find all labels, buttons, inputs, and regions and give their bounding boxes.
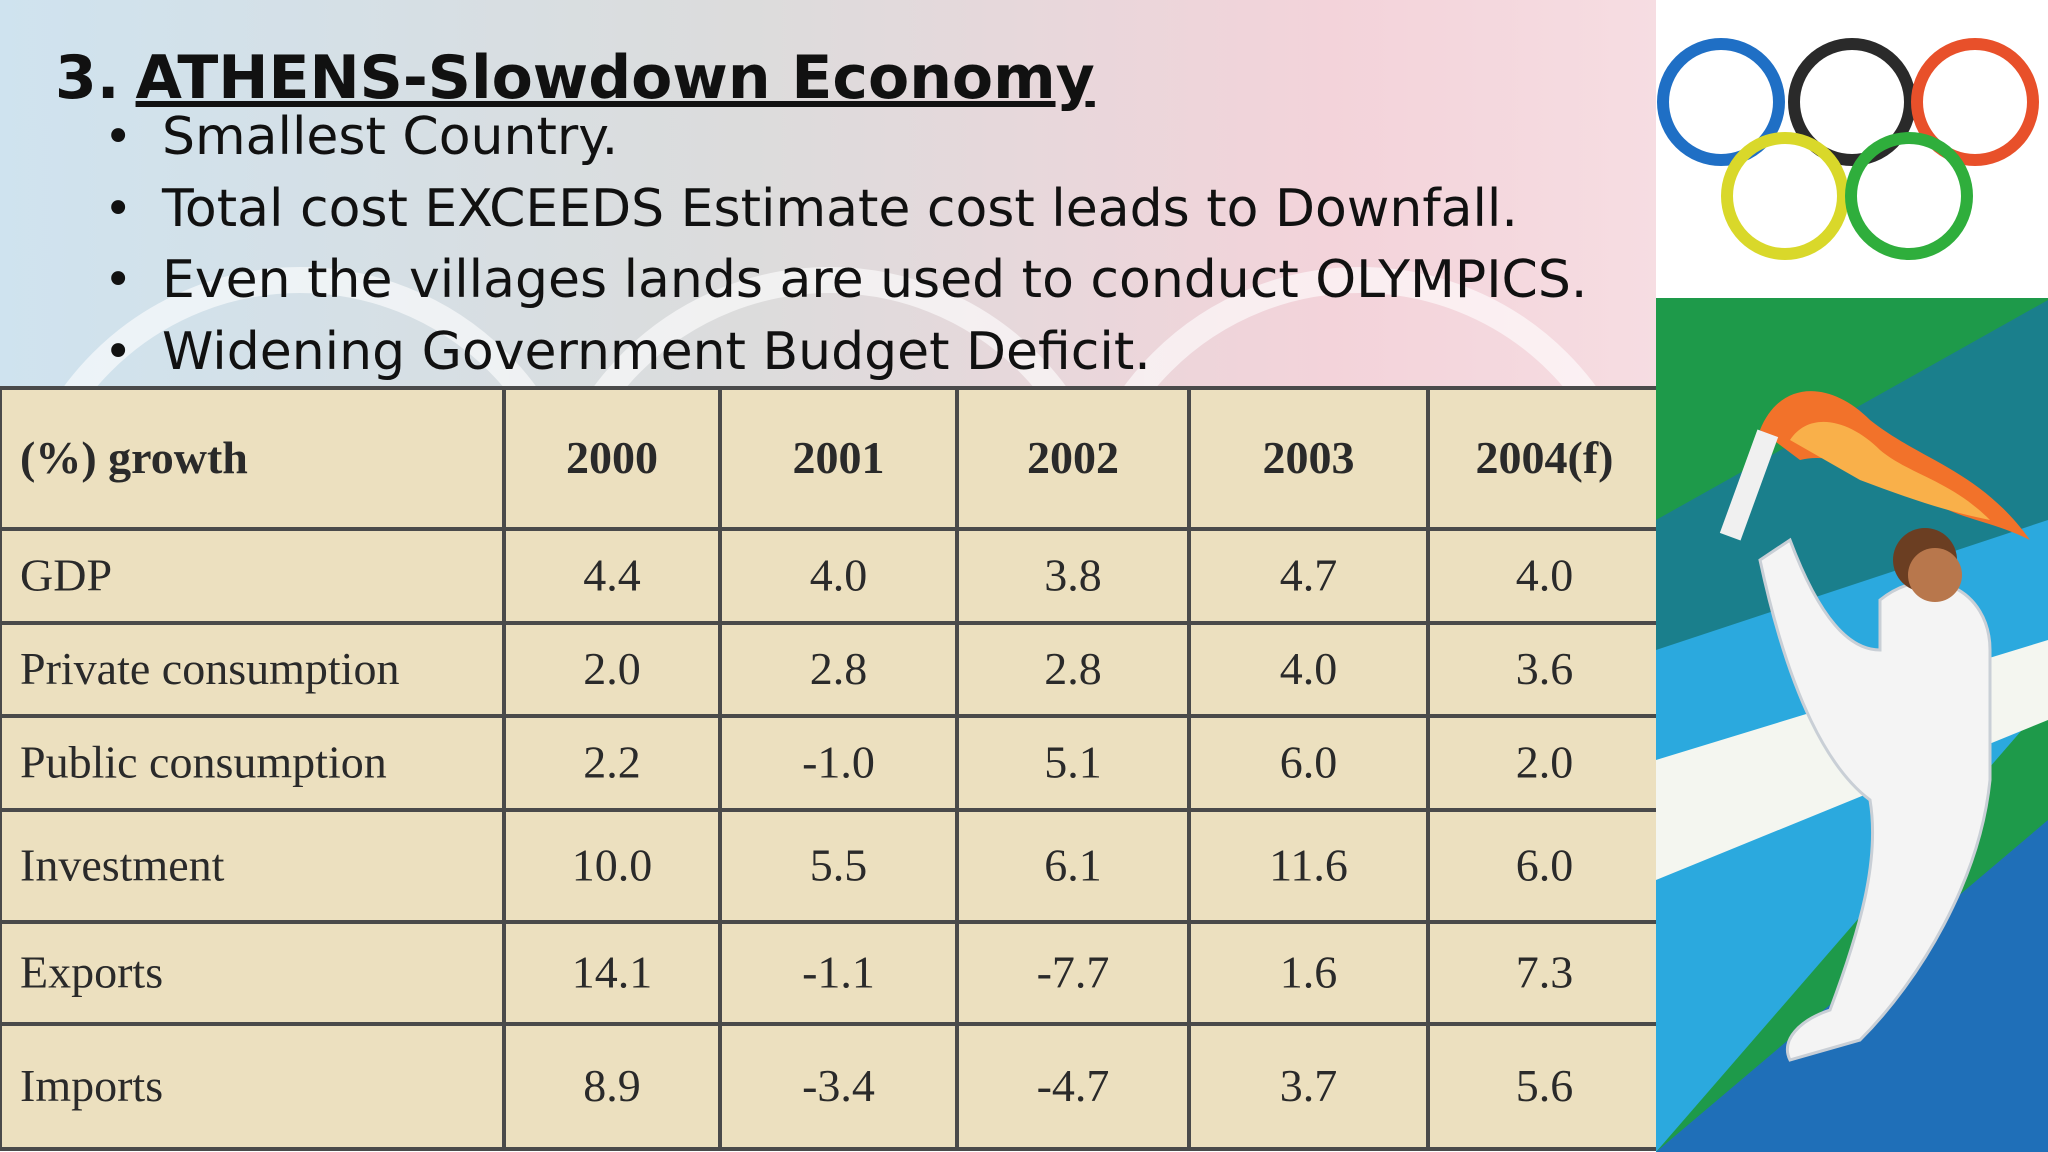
table-cell: 2.8 <box>810 643 868 694</box>
table-cell: 4.0 <box>1516 550 1574 601</box>
table-cell: -4.7 <box>1037 1060 1110 1111</box>
bullet-text: Total cost EXCEEDS Estimate cost leads t… <box>161 179 1518 239</box>
bullet-list: • Smallest Country. • Total cost EXCEEDS Es… <box>104 107 1587 382</box>
table-cell: 2.0 <box>1516 737 1574 788</box>
slide-title-text: ATHENS-Slowdown Economy <box>136 43 1095 113</box>
header-cell: 2001 <box>793 432 885 483</box>
table-cell: 3.8 <box>1044 550 1102 601</box>
table-cell: 4.0 <box>1280 643 1338 694</box>
table-cell: Investment <box>20 840 225 891</box>
bullet-dot: • <box>104 252 132 308</box>
header-cell: 2002 <box>1027 432 1119 483</box>
bullet-text: Widening Government Budget Deficit. <box>162 322 1151 382</box>
bullet-dot: • <box>104 109 132 165</box>
table-cell: 4.0 <box>810 550 868 601</box>
torch-illustration <box>1656 298 2048 1152</box>
background <box>0 0 1660 400</box>
table-cell: 8.9 <box>583 1060 641 1111</box>
header-cell: 2003 <box>1263 432 1355 483</box>
table-cell: -7.7 <box>1037 947 1110 998</box>
table-cell: 5.5 <box>810 840 868 891</box>
table-cell: 2.2 <box>583 737 641 788</box>
table-cell: 3.7 <box>1280 1060 1338 1111</box>
table-cell: 6.0 <box>1280 737 1338 788</box>
table-cell: -1.1 <box>802 947 875 998</box>
table-cell: 5.1 <box>1044 737 1102 788</box>
bullet-text: Smallest Country. <box>162 107 618 167</box>
table-cell: 2.0 <box>583 643 641 694</box>
table-cell: 10.0 <box>572 840 653 891</box>
table-cell: Private consumption <box>20 643 399 694</box>
table-cell: 1.6 <box>1280 947 1338 998</box>
table-cell: 14.1 <box>572 947 653 998</box>
table-cell: 6.0 <box>1516 840 1574 891</box>
table-cell: 6.1 <box>1044 840 1102 891</box>
header-cell: (%) growth <box>20 432 248 483</box>
table-cell: Exports <box>20 947 163 998</box>
table-cell: 4.4 <box>583 550 641 601</box>
table-cell: 3.6 <box>1516 643 1574 694</box>
header-cell: 2000 <box>566 432 658 483</box>
slide-number: 3. <box>55 43 120 113</box>
table-cell: -1.0 <box>802 737 875 788</box>
table-cell: 11.6 <box>1269 840 1348 891</box>
olympic-rings <box>1657 38 2039 260</box>
data-table: (%) growth 2000 2001 2002 2003 2004(f) GDP 4.4 4… <box>0 386 1663 1151</box>
table-cell: Imports <box>20 1060 163 1111</box>
table-cell: 4.7 <box>1280 550 1338 601</box>
bullet-dot: • <box>104 181 132 237</box>
bullet-dot: • <box>104 324 132 380</box>
bullet-text: Even the villages lands are used to cond… <box>162 250 1587 310</box>
table-cell: -3.4 <box>802 1060 875 1111</box>
header-cell: 2004(f) <box>1476 432 1614 483</box>
table-cell: GDP <box>20 550 112 601</box>
table-cell: 2.8 <box>1044 643 1102 694</box>
table-cell: Public consumption <box>20 737 387 788</box>
table-cell: 7.3 <box>1516 947 1574 998</box>
slide-title: 3. ATHENS-Slowdown Economy <box>55 43 1095 113</box>
table-cell: 5.6 <box>1516 1060 1574 1111</box>
